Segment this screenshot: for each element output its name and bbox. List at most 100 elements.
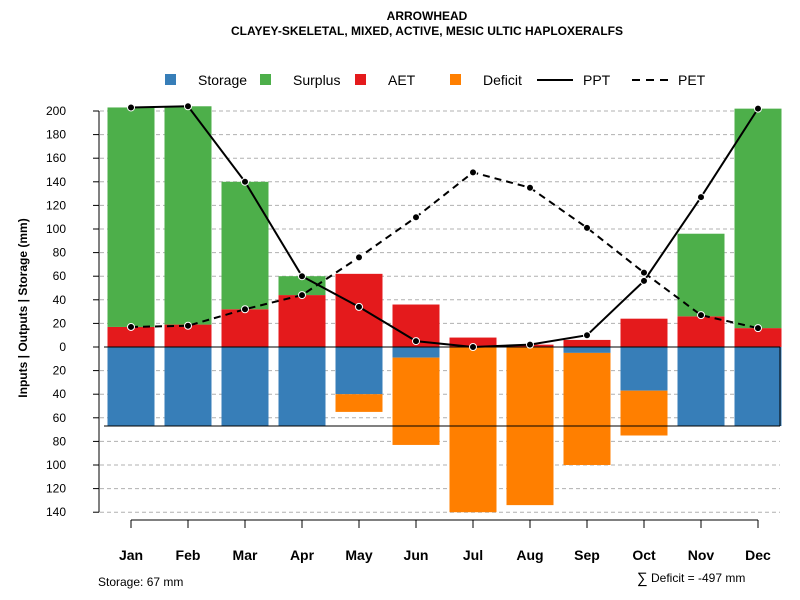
legend-label-deficit: Deficit — [483, 72, 522, 88]
pet-point — [241, 305, 249, 314]
storage-bar — [164, 347, 212, 427]
aet-bar — [449, 337, 497, 347]
deficit-bar — [449, 347, 497, 513]
aet-bar — [278, 295, 326, 347]
aet-bar — [677, 316, 725, 347]
ppt-point — [184, 102, 192, 111]
aet-bar — [164, 324, 212, 347]
y-tick-label: 60 — [53, 411, 67, 425]
x-tick-label: Mar — [233, 547, 258, 563]
y-tick-label: 140 — [46, 175, 66, 189]
y-tick-label: 80 — [53, 434, 67, 448]
pet-point — [469, 168, 477, 177]
x-tick-label: Sep — [574, 547, 600, 563]
x-tick-label: May — [345, 547, 372, 563]
pet-line — [130, 171, 759, 330]
deficit-bar — [392, 357, 440, 445]
ppt-point — [583, 331, 591, 340]
y-tick-label: 40 — [53, 387, 67, 401]
y-tick-label: 40 — [53, 293, 67, 307]
storage-bar — [107, 347, 155, 427]
x-tick-label: Nov — [688, 547, 715, 563]
gridlines — [100, 110, 780, 513]
storage-bar — [335, 347, 383, 395]
legend-label-storage: Storage — [198, 72, 247, 88]
surplus-bar — [734, 108, 782, 329]
ppt-point — [469, 343, 477, 351]
x-tick-label: Oct — [632, 547, 656, 563]
legend-swatch-storage — [165, 74, 176, 85]
ppt-point — [526, 340, 534, 349]
x-tick-label: Dec — [745, 547, 771, 563]
lines — [127, 102, 762, 351]
storage-bar — [563, 347, 611, 353]
legend-label-pet: PET — [678, 72, 706, 88]
legend-swatch-aet — [355, 74, 366, 85]
aet-bar — [620, 318, 668, 347]
ppt-point — [355, 302, 363, 311]
ppt-line — [130, 105, 759, 349]
ppt-point — [640, 276, 648, 285]
y-tick-label: 180 — [46, 128, 66, 142]
pet-point — [412, 213, 420, 222]
x-tick-label: Jan — [119, 547, 143, 563]
ppt-point — [241, 177, 249, 186]
storage-bar — [734, 347, 782, 427]
y-tick-label: 140 — [46, 505, 66, 519]
pet-point — [184, 321, 192, 330]
x-tick-label: Apr — [290, 547, 315, 563]
surplus-bar — [278, 276, 326, 296]
ppt-point — [127, 103, 135, 112]
y-tick-label: 160 — [46, 151, 66, 165]
storage-footnote: Storage: 67 mm — [98, 575, 183, 589]
y-tick-label: 20 — [53, 316, 67, 330]
y-axis-label: Inputs | Outputs | Storage (mm) — [16, 218, 30, 397]
legend-label-ppt: PPT — [583, 72, 611, 88]
ppt-point — [697, 193, 705, 202]
deficit-bar — [620, 390, 668, 436]
deficit-sum-symbol: ∑ — [637, 570, 648, 587]
aet-bar — [221, 309, 269, 347]
deficit-bar — [563, 352, 611, 465]
aet-bar — [107, 326, 155, 347]
deficit-footnote: Deficit = -497 mm — [651, 571, 745, 585]
y-tick-label: 20 — [53, 364, 67, 378]
storage-bar — [677, 347, 725, 427]
pet-point — [127, 322, 135, 331]
ppt-point — [412, 337, 420, 346]
legend-label-surplus: Surplus — [293, 72, 340, 88]
y-tick-label: 100 — [46, 222, 66, 236]
aet-bar — [734, 328, 782, 347]
bars — [107, 106, 782, 513]
pet-point — [583, 223, 591, 232]
legend: Storage Surplus AET Deficit PPT PET — [165, 72, 706, 88]
legend-label-aet: AET — [388, 72, 416, 88]
pet-point — [754, 324, 762, 333]
ppt-point — [754, 104, 762, 113]
y-tick-label: 0 — [59, 340, 66, 354]
pet-point — [298, 291, 306, 300]
y-tick-label: 200 — [46, 104, 66, 118]
x-tick-label: Aug — [516, 547, 543, 563]
ppt-point — [298, 272, 306, 281]
surplus-bar — [164, 106, 212, 325]
pet-point — [526, 183, 534, 192]
y-tick-label: 80 — [53, 246, 67, 260]
chart-title: ARROWHEAD — [387, 9, 468, 23]
y-tick-label: 60 — [53, 269, 67, 283]
storage-bar — [620, 347, 668, 391]
storage-bar — [392, 347, 440, 358]
aet-bar — [563, 339, 611, 347]
surplus-bar — [221, 181, 269, 310]
axes: 0 20 40 60 80 100 120 140 160 180 200 20 40 60 80 100 12… — [46, 104, 781, 563]
chart-subtitle: CLAYEY-SKELETAL, MIXED, ACTIVE, MESIC UL… — [231, 24, 623, 38]
pet-point — [640, 268, 648, 277]
y-tick-label: 100 — [46, 458, 66, 472]
legend-swatch-deficit — [450, 74, 461, 85]
x-tick-label: Jul — [463, 547, 483, 563]
storage-bar — [221, 347, 269, 427]
y-tick-label: 120 — [46, 198, 66, 212]
y-tick-label: 120 — [46, 482, 66, 496]
x-tick-label: Feb — [176, 547, 201, 563]
